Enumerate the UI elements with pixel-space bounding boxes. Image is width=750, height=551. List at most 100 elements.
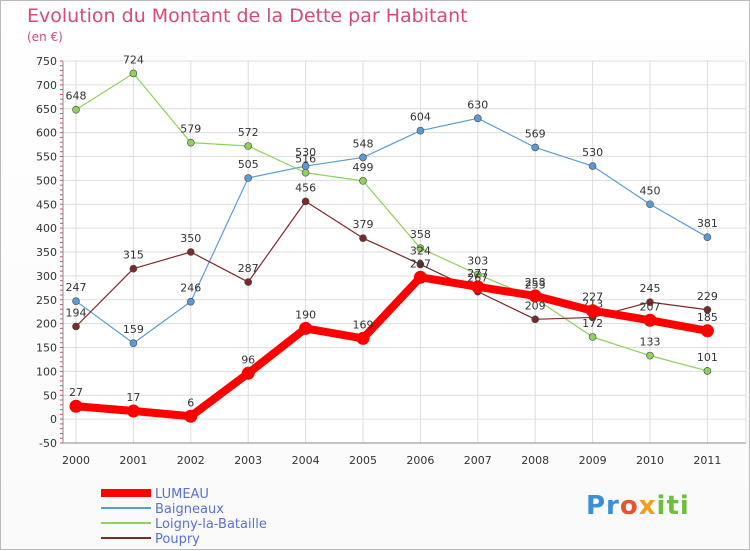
- data-point-baigneaux: [72, 297, 80, 305]
- data-point-lumeau: [413, 270, 427, 284]
- data-label-lumeau: 96: [241, 353, 255, 366]
- data-label-loigny-la-bataille: 516: [295, 153, 316, 166]
- data-point-lumeau: [471, 280, 485, 294]
- data-point-lumeau: [528, 289, 542, 303]
- data-point-baigneaux: [531, 143, 540, 152]
- data-point-lumeau: [586, 304, 600, 318]
- y-tick-label: 300: [36, 270, 57, 283]
- x-tick-label: 2000: [62, 454, 90, 467]
- data-label-loigny-la-bataille: 133: [640, 336, 661, 349]
- data-label-baigneaux: 247: [66, 281, 87, 294]
- data-label-lumeau: 169: [353, 318, 374, 331]
- data-label-poupry: 315: [123, 249, 144, 262]
- data-label-poupry: 287: [238, 262, 259, 275]
- data-point-loigny-la-bataille: [646, 351, 654, 360]
- data-label-lumeau: 27: [69, 386, 83, 399]
- data-point-loigny-la-bataille: [72, 105, 80, 114]
- y-tick-label: 550: [36, 151, 57, 164]
- data-point-baigneaux: [473, 114, 482, 123]
- data-label-loigny-la-bataille: 572: [238, 126, 259, 139]
- data-point-baigneaux: [588, 162, 597, 170]
- data-point-lumeau: [356, 331, 370, 345]
- y-tick-label: 50: [43, 389, 57, 402]
- x-tick-label: 2005: [349, 454, 377, 467]
- y-tick-label: 750: [36, 55, 57, 68]
- y-tick-label: 400: [36, 222, 57, 235]
- x-tick-label: 2007: [464, 454, 492, 467]
- y-tick-label: 0: [50, 413, 57, 426]
- data-label-lumeau: 185: [697, 311, 718, 324]
- x-tick-label: 2002: [177, 454, 205, 467]
- y-tick-label: 200: [36, 318, 57, 331]
- data-label-poupry: 267: [467, 272, 488, 285]
- data-label-poupry: 350: [180, 232, 201, 245]
- data-label-baigneaux: 450: [640, 184, 661, 197]
- y-tick-label: 150: [36, 342, 57, 355]
- data-label-baigneaux: 569: [525, 127, 546, 140]
- data-label-lumeau: 17: [126, 391, 140, 404]
- data-point-lumeau: [241, 366, 255, 380]
- data-point-loigny-la-bataille: [187, 138, 195, 147]
- data-label-loigny-la-bataille: 648: [66, 90, 87, 103]
- legend-label-poupry: Poupry: [155, 532, 200, 547]
- data-label-lumeau: 227: [582, 291, 603, 304]
- data-point-poupry: [301, 197, 310, 206]
- legend-label-lumeau: LUMEAU: [155, 487, 209, 502]
- data-point-baigneaux: [244, 174, 252, 182]
- data-label-loigny-la-bataille: 724: [123, 53, 144, 66]
- data-point-lumeau: [643, 313, 657, 327]
- chart-unit-label: (en €): [27, 30, 63, 44]
- data-point-loigny-la-bataille: [473, 270, 482, 279]
- x-tick-label: 2011: [693, 454, 721, 467]
- data-label-baigneaux: 246: [180, 282, 201, 295]
- data-point-lumeau: [69, 399, 83, 413]
- data-point-baigneaux: [129, 339, 138, 348]
- data-label-poupry: 194: [66, 306, 87, 319]
- y-tick-label: 500: [36, 174, 57, 187]
- data-label-loigny-la-bataille: 101: [697, 351, 718, 364]
- data-label-lumeau: 258: [525, 276, 546, 289]
- series-line-loigny-la-bataille: [75, 72, 709, 372]
- series-line-baigneaux: [75, 117, 709, 344]
- data-label-lumeau: 207: [640, 300, 661, 313]
- data-label-poupry: 229: [697, 290, 718, 303]
- data-point-baigneaux: [646, 200, 654, 209]
- data-label-loigny-la-bataille: 499: [353, 161, 374, 174]
- y-tick-label: 100: [36, 365, 57, 378]
- data-label-baigneaux: 381: [697, 217, 718, 230]
- data-point-poupry: [187, 248, 195, 256]
- data-label-baigneaux: 548: [353, 137, 374, 150]
- data-label-lumeau: 6: [187, 396, 194, 409]
- data-label-baigneaux: 505: [238, 158, 259, 171]
- y-tick-label: 650: [36, 103, 57, 116]
- data-label-loigny-la-bataille: 253: [525, 278, 546, 291]
- data-label-baigneaux: 630: [467, 98, 488, 111]
- data-point-loigny-la-bataille: [703, 367, 712, 375]
- legend-label-loigny-la-bataille: Loigny-la-Bataille: [155, 517, 267, 532]
- data-point-loigny-la-bataille: [588, 333, 597, 341]
- data-point-baigneaux: [359, 153, 367, 162]
- data-label-poupry: 245: [640, 282, 661, 295]
- data-point-poupry: [72, 322, 80, 331]
- data-label-baigneaux: 530: [582, 146, 603, 159]
- y-tick-label: 700: [36, 79, 57, 92]
- x-tick-label: 2009: [579, 454, 607, 467]
- data-point-loigny-la-bataille: [359, 177, 367, 185]
- data-point-loigny-la-bataille: [129, 69, 138, 78]
- data-point-lumeau: [299, 321, 313, 335]
- data-point-lumeau: [184, 409, 198, 423]
- data-label-poupry: 379: [353, 218, 374, 231]
- data-label-lumeau: 297: [410, 257, 431, 270]
- data-label-poupry: 456: [295, 181, 316, 194]
- data-point-loigny-la-bataille: [301, 168, 310, 177]
- data-label-loigny-la-bataille: 303: [467, 254, 488, 267]
- proxiti-logo: Proxiti: [586, 491, 690, 521]
- data-label-lumeau: 277: [467, 267, 488, 280]
- data-label-loigny-la-bataille: 579: [180, 123, 201, 136]
- data-point-poupry: [244, 278, 252, 286]
- data-point-loigny-la-bataille: [416, 244, 425, 252]
- data-label-poupry: 324: [410, 244, 431, 257]
- data-point-poupry: [416, 260, 425, 269]
- data-label-baigneaux: 604: [410, 111, 431, 124]
